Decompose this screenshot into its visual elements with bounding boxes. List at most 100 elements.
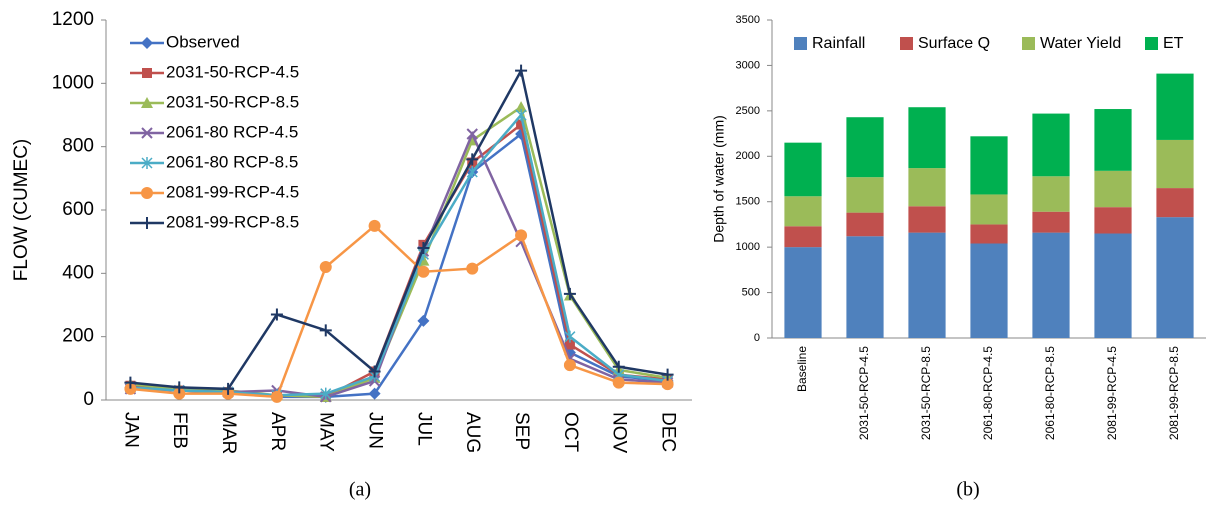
marker	[270, 390, 283, 403]
caption: (a)	[349, 479, 371, 501]
bar-segment	[970, 224, 1008, 244]
marker	[368, 219, 381, 232]
y-tick-label: 1200	[52, 9, 94, 30]
y-tick-label: 3000	[736, 59, 760, 71]
y-axis-label: Depth of water (mm)	[711, 115, 727, 243]
bar-segment	[846, 177, 884, 213]
marker	[612, 360, 625, 373]
line	[130, 67, 668, 391]
x-tick-label: OCT	[560, 412, 581, 453]
marker	[124, 382, 137, 395]
marker	[516, 119, 527, 130]
y-tick-label: 3500	[736, 14, 760, 26]
marker	[417, 265, 430, 278]
bar-segment	[784, 247, 822, 338]
marker	[141, 127, 153, 139]
line	[130, 224, 668, 399]
marker	[270, 308, 283, 321]
marker	[563, 359, 576, 372]
x-tick-label: JAN	[120, 412, 141, 448]
marker	[661, 368, 674, 381]
marker	[515, 229, 528, 242]
legend-swatch	[794, 37, 807, 50]
x-tick-label: NOV	[609, 412, 630, 454]
bar-segment	[1094, 207, 1132, 234]
marker	[515, 109, 527, 121]
bar-segment	[1156, 217, 1194, 338]
bar-segment	[846, 236, 884, 338]
y-tick-label: 600	[62, 199, 94, 220]
x-tick-label: Baseline	[795, 346, 809, 392]
marker	[466, 153, 479, 166]
marker	[319, 324, 332, 337]
bar-segment	[1156, 139, 1194, 189]
marker	[319, 261, 332, 273]
legend-label: Observed	[166, 32, 240, 51]
bar-segment	[908, 206, 946, 233]
y-tick-label: 1000	[736, 241, 760, 253]
x-tick-label: 2031-50-RCP-8.5	[919, 346, 933, 440]
marker	[368, 387, 381, 400]
marker	[141, 157, 153, 169]
marker	[368, 365, 381, 378]
bar-segment	[1094, 109, 1132, 171]
bar-segment	[846, 117, 884, 178]
marker	[417, 314, 430, 327]
bar-segment	[1094, 170, 1132, 208]
legend-label: 2081-99-RCP-4.5	[166, 182, 299, 201]
marker	[515, 101, 528, 113]
marker	[124, 376, 137, 389]
marker	[466, 128, 478, 140]
bar-segment	[1032, 211, 1070, 233]
x-tick-label: MAY	[316, 412, 337, 452]
y-tick-label: 500	[742, 286, 760, 298]
bar-segment	[908, 232, 946, 338]
x-tick-label: SEP	[511, 412, 532, 450]
y-tick-label: 800	[62, 136, 94, 157]
y-tick-label: 2000	[736, 150, 760, 162]
marker	[222, 382, 235, 395]
bar-segment	[1094, 233, 1132, 338]
bar-segment	[784, 142, 822, 197]
legend-label: Water Yield	[1040, 35, 1121, 52]
y-tick-label: 2500	[736, 105, 760, 117]
y-tick-label: 0	[83, 389, 94, 410]
bar-segment	[970, 194, 1008, 225]
legend-label: Rainfall	[812, 35, 865, 52]
marker	[563, 287, 576, 300]
line	[130, 131, 668, 399]
legend-label: 2061-80 RCP-4.5	[166, 122, 298, 141]
marker	[661, 378, 674, 391]
legend-label: 2031-50-RCP-8.5	[166, 92, 299, 111]
legend-swatch	[900, 37, 913, 50]
x-tick-label: DEC	[658, 412, 679, 452]
bar-segment	[970, 243, 1008, 338]
line	[130, 112, 668, 397]
line	[130, 105, 668, 399]
marker	[173, 387, 186, 400]
x-tick-label: JUL	[413, 412, 434, 446]
bar-segment	[1032, 176, 1070, 212]
y-tick-label: 1000	[52, 72, 94, 93]
x-tick-label: 2081-99-RCP-8.5	[1167, 346, 1181, 440]
marker	[466, 166, 478, 178]
x-tick-label: FEB	[169, 412, 190, 449]
legend-swatch	[1022, 37, 1035, 50]
bar-segment	[1032, 232, 1070, 338]
y-tick-label: 200	[62, 326, 94, 347]
marker	[141, 187, 153, 199]
x-tick-label: JUN	[365, 412, 386, 449]
legend-swatch	[1145, 37, 1158, 50]
caption: (b)	[956, 479, 979, 501]
y-tick-label: 1500	[736, 196, 760, 208]
marker	[141, 97, 153, 108]
y-axis-label: FLOW (CUMEC)	[11, 139, 32, 281]
bar-segment	[846, 212, 884, 237]
marker	[173, 381, 186, 394]
legend-label: 2031-50-RCP-4.5	[166, 62, 299, 81]
x-tick-label: APR	[267, 412, 288, 451]
legend-label: 2061-80 RCP-8.5	[166, 152, 298, 171]
x-tick-label: AUG	[462, 412, 483, 453]
bar-segment	[784, 196, 822, 227]
marker	[320, 387, 332, 400]
